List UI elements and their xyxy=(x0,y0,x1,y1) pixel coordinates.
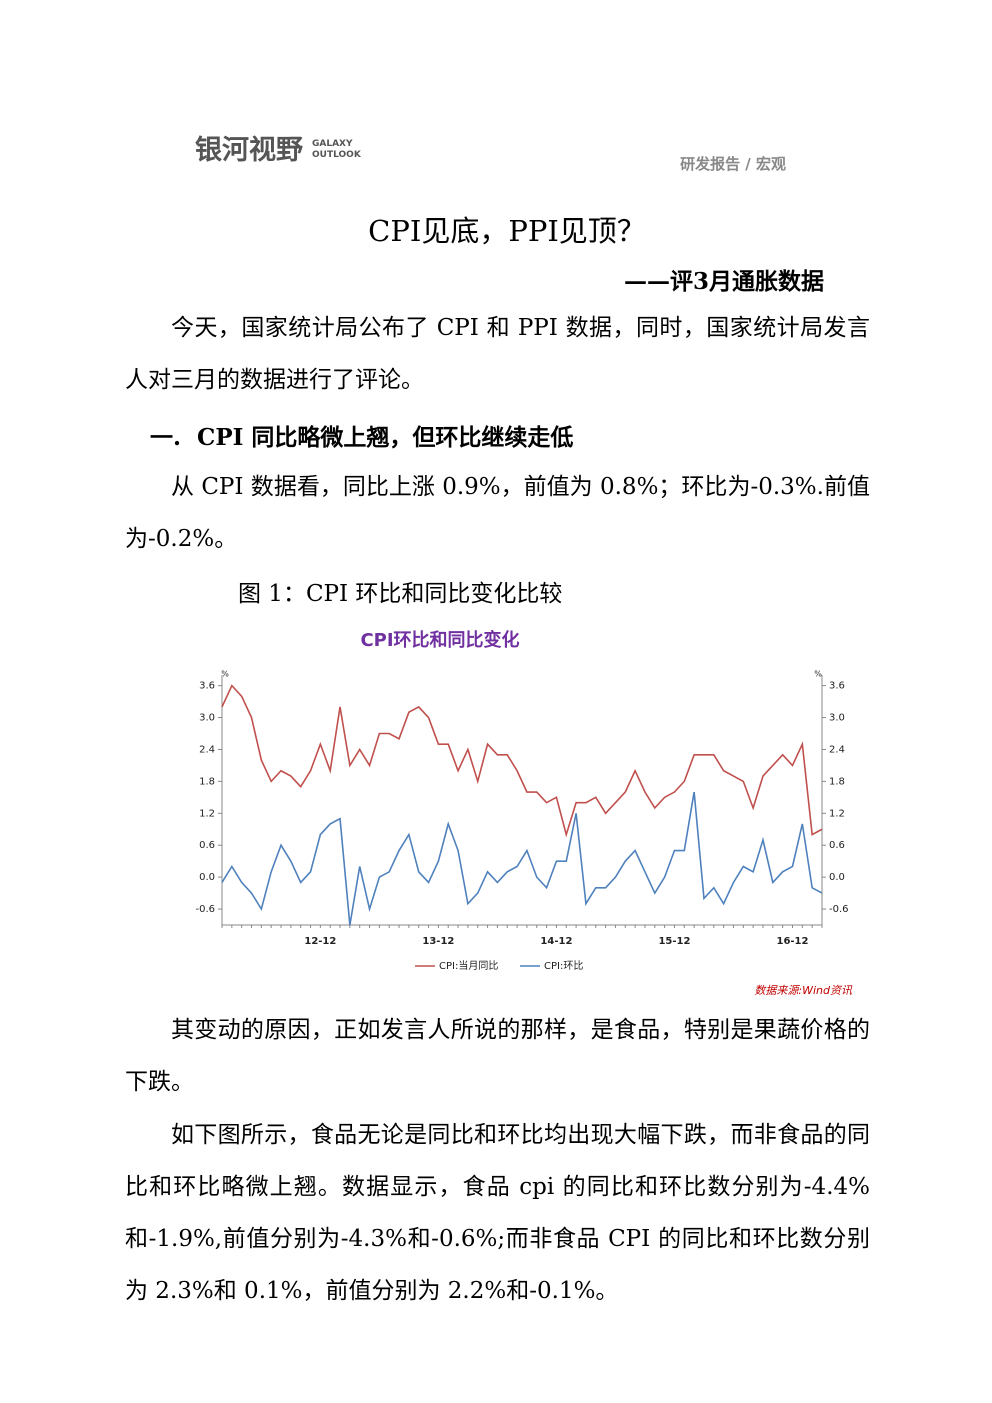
y-tick-label: 0.6 xyxy=(199,840,215,851)
paragraph: 如下图所示，食品无论是同比和环比均出现大幅下跌，而非食品的同比和环比略微上翘。数… xyxy=(125,1122,870,1304)
y2-tick-label: 0.0 xyxy=(829,872,845,883)
doc-title: CPI见底，PPI见顶？ xyxy=(368,214,646,248)
y-tick-label: 3.6 xyxy=(199,681,215,692)
report-category: 研发报告 / 宏观 xyxy=(680,155,786,173)
y-tick-label: 1.2 xyxy=(199,808,215,819)
brand-en: GALAXY OUTLOOK xyxy=(312,139,361,161)
series-line xyxy=(221,684,823,838)
x-tick-label: 15-12 xyxy=(658,936,690,947)
legend-label: CPI:当月同比 xyxy=(439,959,498,972)
chart-title: CPI环比和同比变化 xyxy=(360,629,519,651)
y2-tick-label: -0.6 xyxy=(829,904,849,915)
x-tick-label: 16-12 xyxy=(776,936,808,947)
y2-tick-label: 1.8 xyxy=(829,776,845,787)
doc-subtitle: ——评3月通胀数据 xyxy=(623,268,824,295)
x-tick-label: 12-12 xyxy=(304,936,336,947)
y2-unit: % xyxy=(814,670,822,679)
legend-label: CPI:环比 xyxy=(544,960,583,972)
source-note: 数据来源:Wind资讯 xyxy=(754,984,852,997)
x-tick-label: 14-12 xyxy=(540,936,572,947)
y-tick-label: 1.8 xyxy=(199,776,215,787)
y-tick-label: 3.0 xyxy=(199,713,215,724)
paragraph: 其变动的原因，正如发言人所说的那样，是食品，特别是果蔬价格的下跌。 xyxy=(125,1017,870,1095)
paragraph: 今天，国家统计局公布了 CPI 和 PPI 数据，同时，国家统计局发言人对三月的… xyxy=(125,315,870,393)
x-tick-label: 13-12 xyxy=(422,936,454,947)
y-unit: % xyxy=(221,670,229,679)
y-tick-label: 0.0 xyxy=(199,872,215,883)
y2-tick-label: 1.2 xyxy=(829,808,845,819)
section-heading: 一. CPI 同比略微上翘，但环比继续走低 xyxy=(150,424,574,451)
brand-en-line: OUTLOOK xyxy=(312,150,361,160)
y-tick-label: 2.4 xyxy=(199,744,215,755)
series-line xyxy=(221,791,823,926)
y2-tick-label: 3.0 xyxy=(829,713,845,724)
y2-tick-label: 2.4 xyxy=(829,744,845,755)
y-tick-label: -0.6 xyxy=(195,904,215,915)
brand-en-line: GALAXY xyxy=(312,139,353,149)
figure-caption: 图 1：CPI 环比和同比变化比较 xyxy=(238,581,563,607)
paragraph: 从 CPI 数据看，同比上涨 0.9%，前值为 0.8%；环比为-0.3%.前值… xyxy=(125,474,870,552)
brand: 银河视野 xyxy=(195,135,303,166)
y2-tick-label: 3.6 xyxy=(829,681,845,692)
y2-tick-label: 0.6 xyxy=(829,840,845,851)
chart: CPI环比和同比变化 % % -0.6 0.0 0.6 1.2 1.8 2.4 3.0 3.6… xyxy=(195,629,849,972)
